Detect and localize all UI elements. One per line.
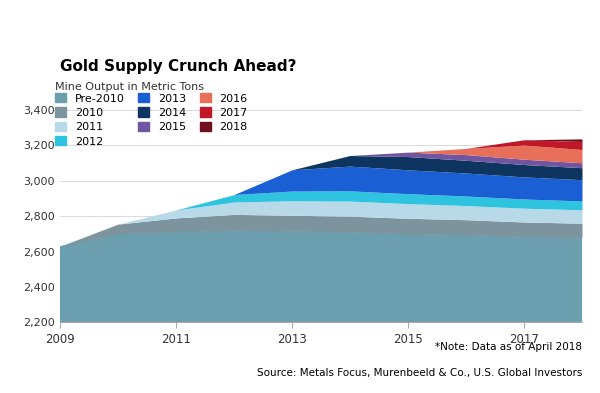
Text: Source: Metals Focus, Murenbeeld & Co., U.S. Global Investors: Source: Metals Focus, Murenbeeld & Co., … — [257, 368, 582, 378]
Text: Gold Supply Crunch Ahead?: Gold Supply Crunch Ahead? — [60, 59, 296, 74]
Text: Mine Output in Metric Tons: Mine Output in Metric Tons — [55, 82, 204, 92]
Legend: Pre-2010, 2010, 2011, 2012, 2013, 2014, 2015, 2016, 2017, 2018: Pre-2010, 2010, 2011, 2012, 2013, 2014, … — [55, 93, 248, 147]
Text: *Note: Data as of April 2018: *Note: Data as of April 2018 — [435, 342, 582, 352]
